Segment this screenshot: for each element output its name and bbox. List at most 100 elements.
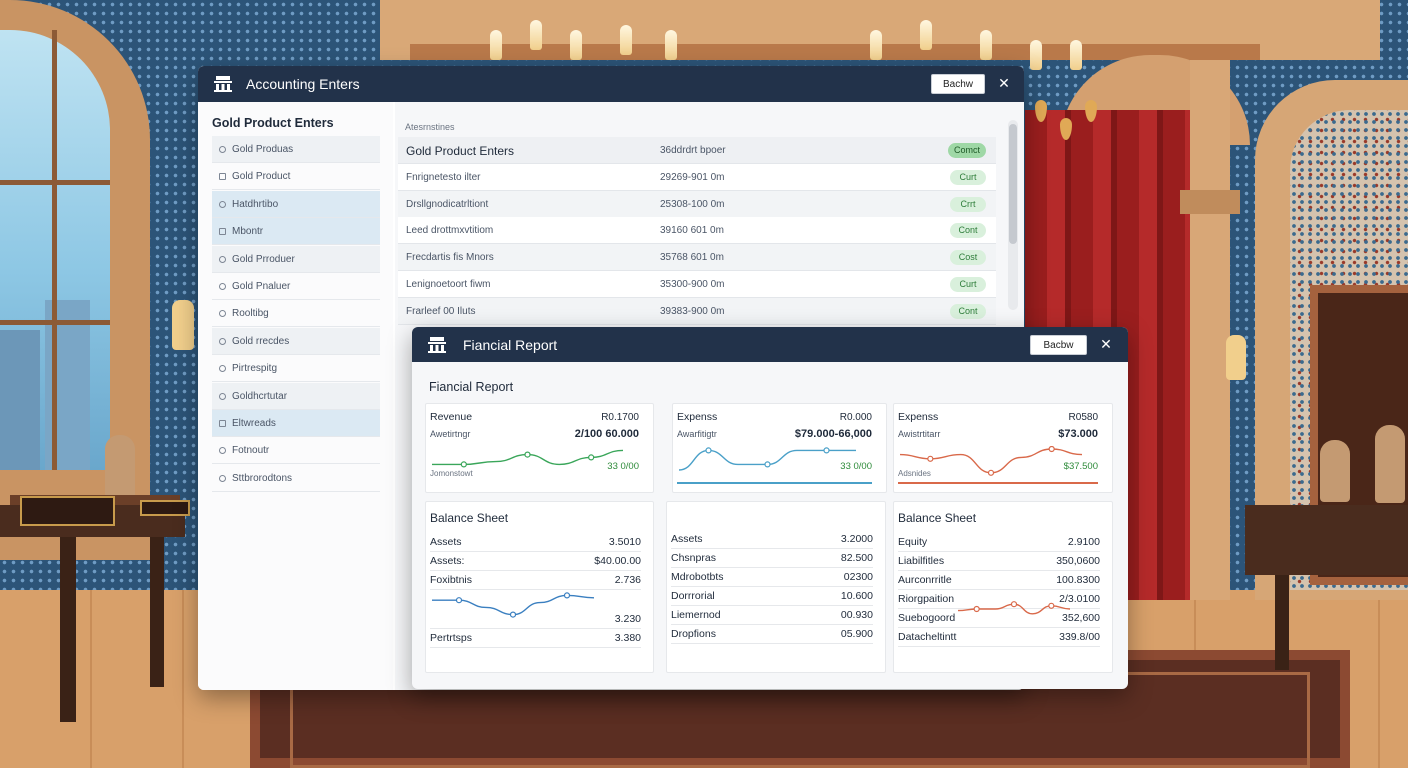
back-button[interactable]: Bacbw — [1030, 335, 1087, 355]
jewelry-tray — [20, 496, 115, 526]
status-badge[interactable]: Cost — [950, 250, 986, 266]
table-leg — [1275, 575, 1289, 670]
balance-row: Assets 3.2000 — [671, 530, 873, 549]
sidebar-item[interactable]: Gold rrecdes — [212, 327, 380, 355]
window-titlebar: Accounting Enters Bachw ✕ — [198, 66, 1024, 102]
circle-icon — [219, 365, 226, 373]
circle-icon — [219, 392, 226, 400]
balance-row: Dorrrorial 10.600 — [671, 587, 873, 606]
trend-sparkline — [957, 601, 1071, 615]
balance-row: Mdrobotbts 02300 — [671, 568, 873, 587]
sidebar-item[interactable]: Gold Prroduer — [212, 245, 380, 273]
trend-point — [588, 454, 595, 461]
candle-bulb — [570, 30, 582, 60]
circle-icon — [219, 283, 226, 290]
bank-icon — [428, 337, 446, 353]
metric-label: Revenue — [430, 411, 473, 423]
candle-bulb — [920, 20, 932, 50]
balance-row: Liabilfitles 350,0600 — [898, 552, 1100, 571]
entry-amount: 25308-100 0m — [660, 198, 725, 210]
jewelry-bust — [105, 435, 135, 500]
balance-value: 3.5010 — [608, 536, 641, 548]
sidebar-item[interactable]: Rooltibg — [212, 300, 380, 328]
circle-icon — [219, 200, 226, 208]
balance-sheet-card: Balance Sheet Equity 2.9100 Liabilfitles 350… — [893, 501, 1113, 673]
circle-icon — [219, 337, 226, 345]
balance-label: Assets — [430, 536, 462, 548]
jewelry-bust — [1320, 440, 1350, 502]
balance-row: Assets: $40.00.00 — [430, 552, 641, 571]
balance-value: 352,600 — [1062, 612, 1100, 624]
metric-card: Expenss R0580 Awistrtitarr $73.000 Adsnides $… — [893, 403, 1113, 493]
close-icon[interactable]: ✕ — [998, 75, 1010, 91]
trend-point — [509, 611, 517, 618]
entry-name: Fnrignetesto ilter — [406, 171, 481, 183]
status-badge[interactable]: Cont — [950, 223, 986, 239]
table-row[interactable]: Drsllgnodicatrltiont 25308-100 0m Crrt — [398, 190, 996, 218]
entry-name: Leed drottmxvtitiom — [406, 225, 494, 237]
entry-amount: 36ddrdrt bpoer — [660, 145, 726, 156]
pillar — [1190, 60, 1230, 600]
sidebar-item[interactable]: Mbontr — [212, 218, 380, 246]
balance-row: Aurconrritle 100.8300 — [898, 571, 1100, 590]
sidebar-title: Gold Product Enters — [212, 116, 334, 130]
metric-sub-label: Awistrtitarr — [898, 429, 941, 439]
section-title: Fiancial Report — [429, 380, 514, 394]
table-row[interactable]: Frecdartis fis Mnors 35768 601 0m Cost — [398, 244, 996, 272]
metric-sub-value: $79.000-66,000 — [794, 428, 872, 440]
sidebar: Gold Product Enters Gold Produas Gold Pro… — [198, 102, 393, 690]
sidebar-item-label: Gold Produas — [232, 144, 294, 155]
sidebar-item[interactable]: Gold Produas — [212, 136, 380, 163]
sidebar-item-label: Fotnoutr — [232, 445, 270, 457]
table-row[interactable]: Lenignoetoort fiwm 35300-900 0m Curt — [398, 271, 996, 298]
table-row[interactable]: Fnrignetesto ilter 29269-901 0m Curt — [398, 163, 996, 191]
sidebar-item-label: Gold Prroduer — [232, 253, 295, 265]
table-header-row[interactable]: Gold Product Enters 36ddrdrt bpoer Comct — [398, 137, 996, 164]
status-badge[interactable]: Crrt — [950, 196, 986, 212]
sidebar-item-label: Rooltibg — [232, 308, 269, 320]
table-row[interactable]: Frarleef 00 Iluts 39383-900 0m Cont — [398, 297, 996, 325]
metric-sub-label: Awetirtngr — [430, 429, 471, 439]
window-mullion — [0, 320, 110, 325]
metric-sub-value: 2/100 60.000 — [574, 428, 639, 440]
sidebar-item-label: Hatdhrtibo — [232, 198, 279, 210]
candle-bulb — [1030, 40, 1042, 70]
jewelry-tray — [140, 500, 190, 516]
sidebar-item[interactable]: Sttbrorodtons — [212, 465, 380, 492]
status-badge[interactable]: Curt — [950, 169, 986, 185]
scrollbar-thumb[interactable] — [1009, 124, 1017, 244]
balance-label: Liemernod — [671, 609, 721, 621]
sidebar-item[interactable]: Fotnoutr — [212, 437, 380, 465]
scrollbar[interactable] — [1008, 120, 1018, 310]
status-badge[interactable]: Curt — [950, 277, 986, 292]
entry-amount: 29269-901 0m — [660, 171, 725, 183]
trend-point — [1048, 446, 1055, 453]
balance-label: Pertrtsps — [430, 632, 473, 644]
baseline — [898, 482, 1098, 484]
sidebar-item[interactable]: Goldhcrtutar — [212, 382, 380, 410]
trend-sparkline — [899, 446, 1083, 476]
table-row[interactable]: Leed drottmxvtitiom 39160 601 0m Cont — [398, 217, 996, 245]
status-badge[interactable]: Comct — [947, 143, 986, 158]
financial-report-window: Fiancial Report Bacbw ✕ Fiancial Report … — [412, 327, 1128, 689]
close-icon[interactable]: ✕ — [1100, 336, 1112, 352]
balance-label: Assets: — [430, 555, 465, 567]
balance-label: Assets — [671, 533, 703, 545]
entry-name: Drsllgnodicatrltiont — [406, 198, 489, 210]
sidebar-item[interactable]: Gold Pnaluer — [212, 273, 380, 300]
back-button[interactable]: Bachw — [931, 74, 985, 94]
window-mullion — [52, 30, 57, 470]
sidebar-item[interactable]: Pirtrespitg — [212, 355, 380, 383]
pillar-capital — [1180, 190, 1240, 214]
balance-row: Suebogoord 352,600 — [898, 609, 1100, 628]
balance-value: 3.2000 — [840, 533, 873, 545]
card-title: Balance Sheet — [898, 511, 977, 525]
sidebar-item[interactable]: Hatdhrtibo — [212, 190, 380, 218]
sidebar-item[interactable]: Gold Product — [212, 163, 380, 191]
trend-point — [1010, 601, 1018, 608]
balance-label: Suebogoord — [898, 612, 956, 624]
status-badge[interactable]: Cont — [950, 303, 986, 319]
bank-icon — [214, 76, 232, 92]
balance-row: Foxibtnis 2.736 — [430, 571, 641, 590]
sidebar-item[interactable]: Eltwreads — [212, 410, 380, 437]
